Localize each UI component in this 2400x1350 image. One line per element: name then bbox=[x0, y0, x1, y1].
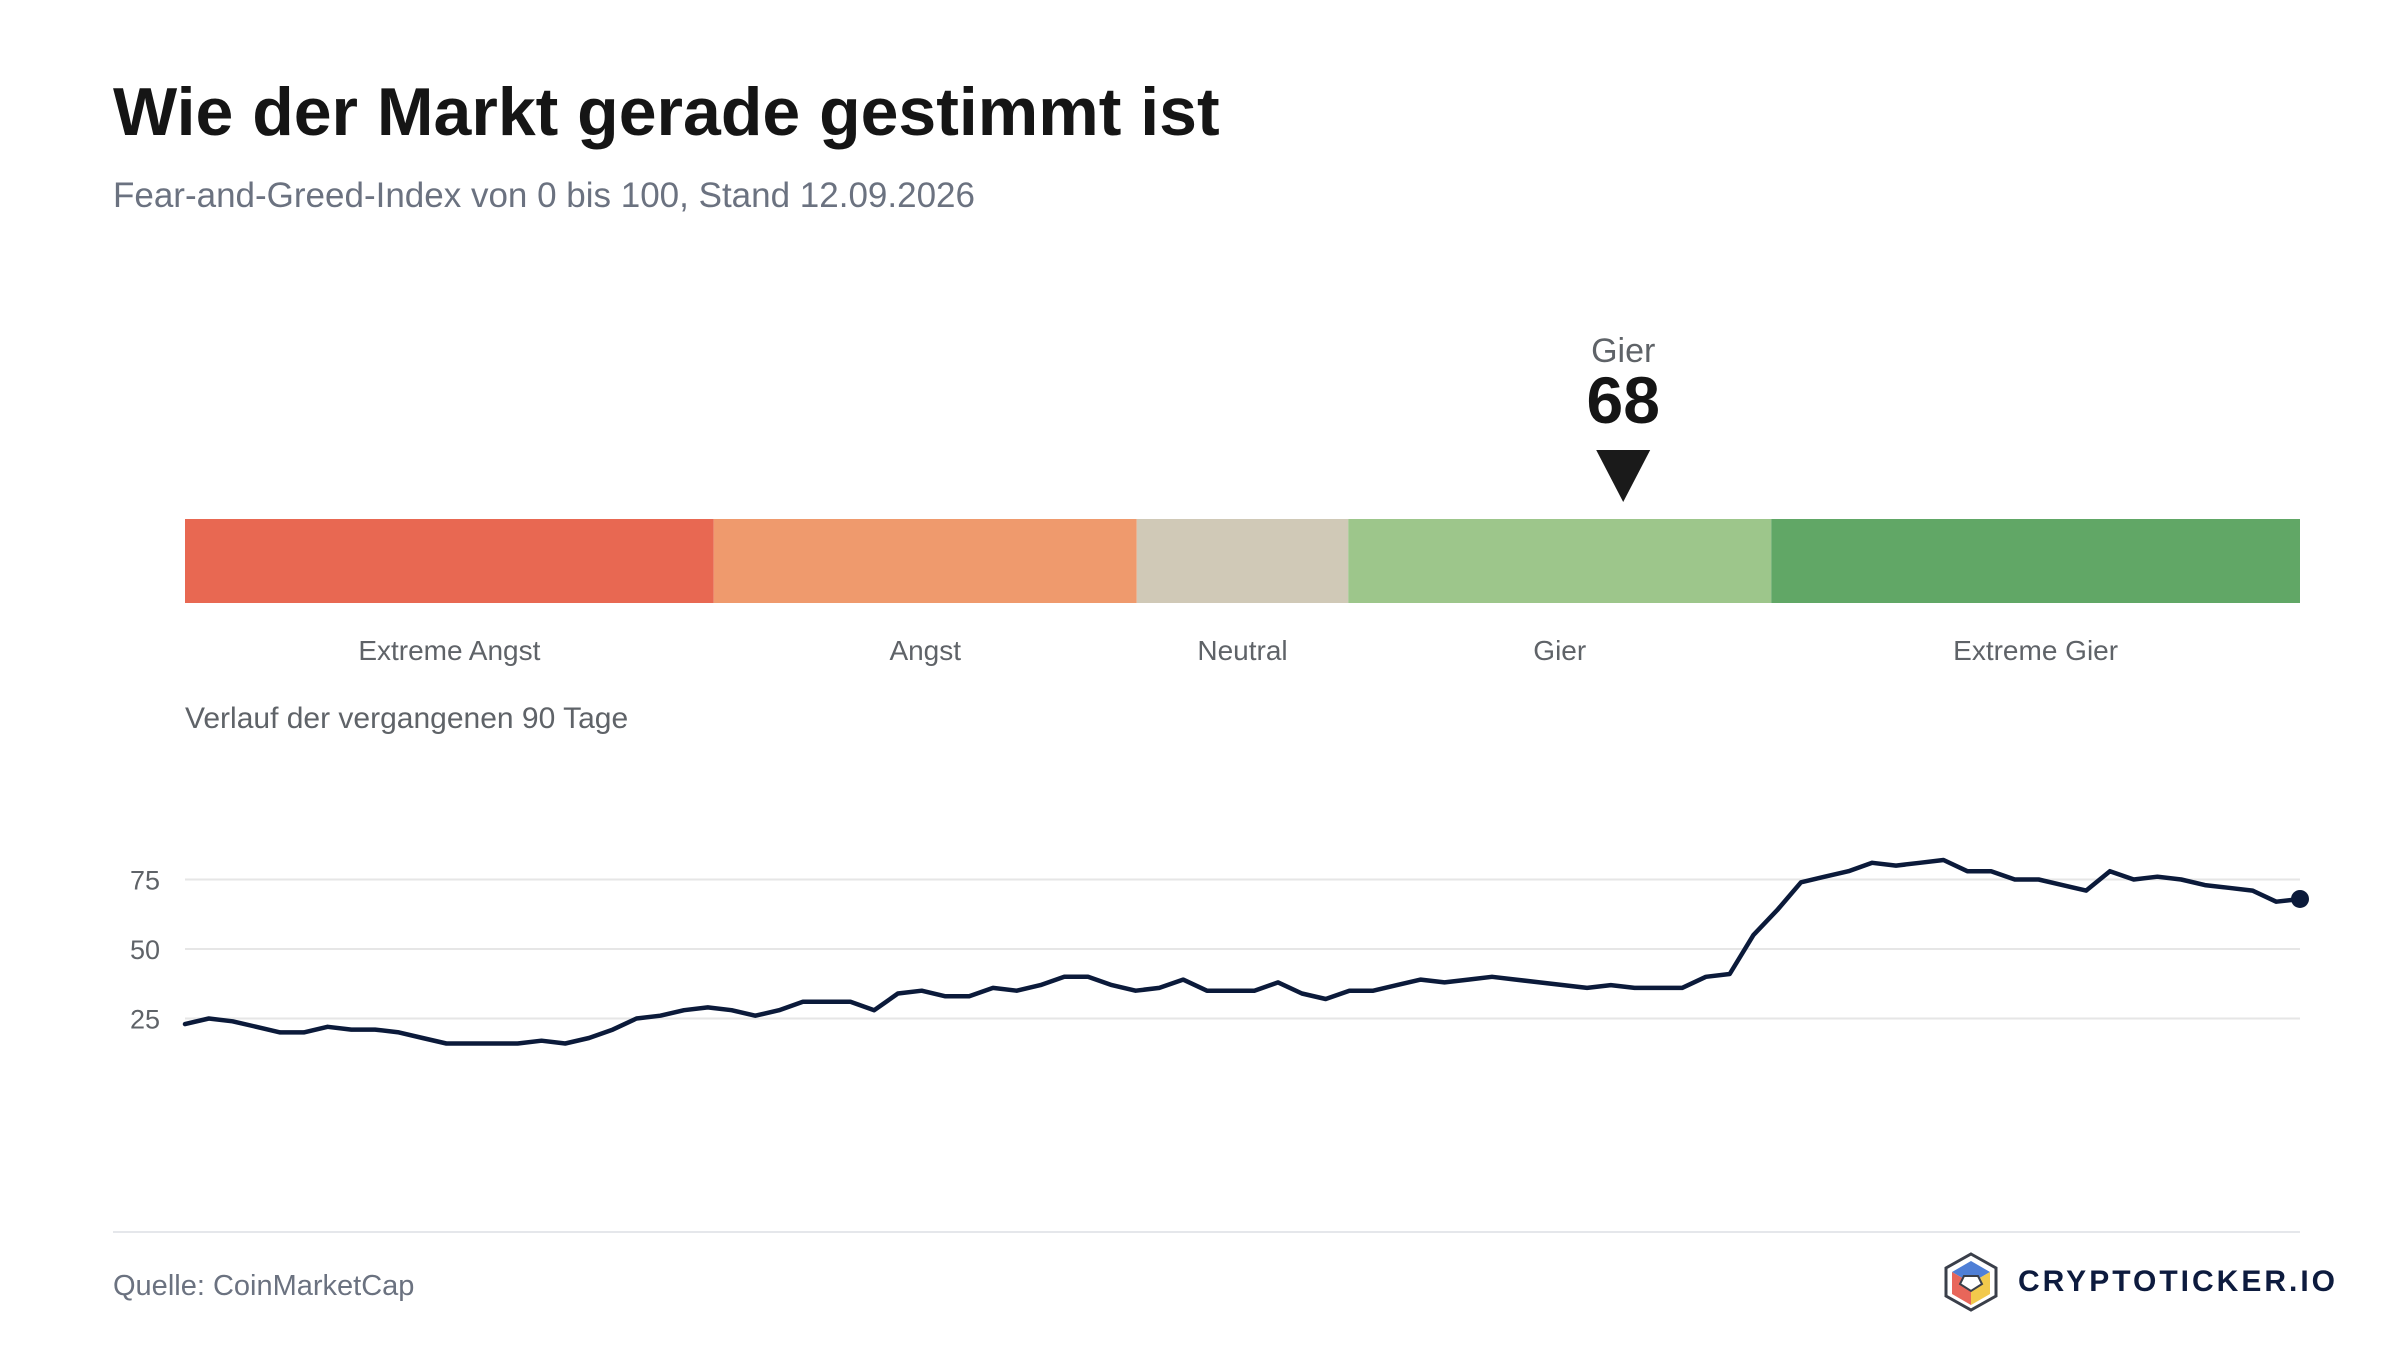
gauge-band-label: Gier bbox=[1533, 635, 1586, 666]
chart-subtitle: Fear-and-Greed-Index von 0 bis 100, Stan… bbox=[113, 176, 975, 215]
gauge-marker: Gier 68 bbox=[1586, 332, 1660, 502]
fear-greed-chart: Extreme Angst Angst Neutral Gier Extreme Gie… bbox=[113, 332, 2309, 1233]
y-tick-label: 50 bbox=[130, 935, 160, 965]
gauge-band-2 bbox=[1136, 519, 1349, 603]
current-value: 68 bbox=[1586, 363, 1659, 437]
y-tick-label: 75 bbox=[130, 866, 160, 896]
gauge-band-4 bbox=[1771, 519, 2300, 603]
gauge-band-label: Extreme Gier bbox=[1953, 635, 2118, 666]
gauge-band-3 bbox=[1348, 519, 1772, 603]
history-gridlines bbox=[185, 878, 2300, 1020]
gauge-band-label: Angst bbox=[889, 635, 961, 666]
gauge-bands bbox=[185, 519, 2300, 603]
brand-name: CRYPTOTICKER.IO bbox=[2017, 1265, 2338, 1298]
chart-title: Wie der Markt gerade gestimmt ist bbox=[113, 74, 1220, 150]
marker-triangle-icon bbox=[1596, 450, 1651, 502]
gauge-band-labels: Extreme Angst Angst Neutral Gier Extreme Gie… bbox=[358, 635, 2118, 666]
brand-logo: CRYPTOTICKER.IO bbox=[1940, 1250, 2338, 1314]
gauge-band-0 bbox=[185, 519, 714, 603]
gauge-band-label: Neutral bbox=[1197, 635, 1287, 666]
gauge-band-label: Extreme Angst bbox=[358, 635, 540, 666]
cube-logo-icon bbox=[1944, 1252, 1998, 1312]
history-series-line bbox=[182, 857, 2303, 1046]
history-y-ticks: 25 50 75 bbox=[130, 866, 160, 1035]
history-current-point bbox=[2291, 889, 2309, 908]
gauge-band-1 bbox=[713, 519, 1137, 603]
current-category-label: Gier bbox=[1591, 332, 1655, 370]
source-note: Quelle: CoinMarketCap bbox=[113, 1270, 415, 1302]
y-tick-label: 25 bbox=[130, 1005, 160, 1035]
history-chart-title: Verlauf der vergangenen 90 Tage bbox=[185, 702, 628, 735]
